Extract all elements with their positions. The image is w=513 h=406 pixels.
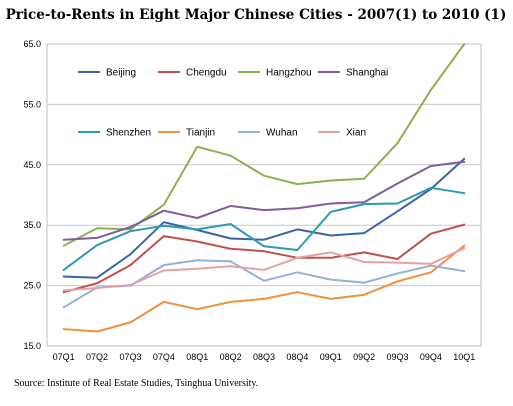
x-tick-label: 09Q3 xyxy=(387,352,409,362)
legend-label: Hangzhou xyxy=(266,68,312,79)
y-tick-label: 45.0 xyxy=(23,160,41,170)
x-tick-label: 07Q2 xyxy=(86,352,108,362)
series-line-wuhan xyxy=(62,259,466,309)
legend-label: Chengdu xyxy=(186,68,227,79)
series-line-shanghai xyxy=(62,160,466,241)
series-line-beijing xyxy=(62,157,466,279)
x-tick-label: 08Q1 xyxy=(186,352,208,362)
series-line-shenzhen xyxy=(62,186,466,271)
series-line-xian xyxy=(62,247,466,292)
x-tick-label: 08Q3 xyxy=(253,352,275,362)
x-tick-label: 09Q4 xyxy=(420,352,442,362)
x-tick-label: 08Q2 xyxy=(220,352,242,362)
y-tick-label: 35.0 xyxy=(23,220,41,230)
legend-label: Beijing xyxy=(106,68,136,79)
series-line-chengdu xyxy=(62,223,466,294)
x-tick-label: 07Q3 xyxy=(119,352,141,362)
series-line-hangzhou xyxy=(62,43,466,247)
x-tick-label: 07Q4 xyxy=(153,352,175,362)
plot-area xyxy=(46,43,482,347)
x-tick-label: 07Q1 xyxy=(53,352,75,362)
y-tick-label: 55.0 xyxy=(23,99,41,109)
legend-label: Wuhan xyxy=(266,128,298,139)
y-tick-label: 15.0 xyxy=(23,341,41,351)
y-tick-label: 25.0 xyxy=(23,281,41,291)
source-note: Source: Institute of Real Estate Studies… xyxy=(14,378,258,389)
legend-label: Shanghai xyxy=(346,68,388,79)
x-tick-label: 08Q4 xyxy=(286,352,308,362)
legend-label: Shenzhen xyxy=(106,128,151,139)
legend-label: Tianjin xyxy=(186,128,215,139)
chart-title: Price-to-Rents in Eight Major Chinese Ci… xyxy=(6,7,507,23)
series-line-tianjin xyxy=(62,244,466,333)
legend-label: Xian xyxy=(346,128,366,139)
x-tick-label: 09Q1 xyxy=(320,352,342,362)
y-tick-label: 65.0 xyxy=(23,39,41,49)
x-tick-label: 09Q2 xyxy=(353,352,375,362)
x-tick-label: 10Q1 xyxy=(453,352,475,362)
